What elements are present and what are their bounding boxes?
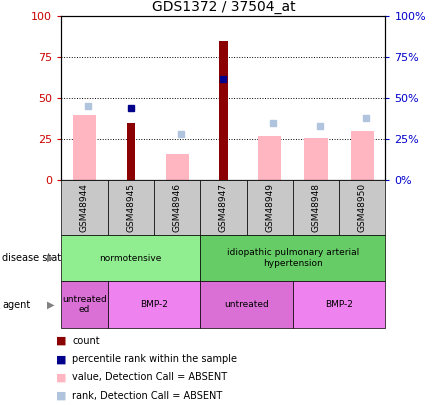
Text: GSM48948: GSM48948 xyxy=(311,183,321,232)
Text: GSM48949: GSM48949 xyxy=(265,183,274,232)
Text: GSM48945: GSM48945 xyxy=(126,183,135,232)
Text: BMP-2: BMP-2 xyxy=(325,300,353,309)
Bar xyxy=(351,131,374,180)
Text: GSM48947: GSM48947 xyxy=(219,183,228,232)
Text: ■: ■ xyxy=(56,354,67,364)
Text: rank, Detection Call = ABSENT: rank, Detection Call = ABSENT xyxy=(72,391,223,401)
Text: ▶: ▶ xyxy=(46,300,54,310)
Bar xyxy=(258,136,281,180)
Text: BMP-2: BMP-2 xyxy=(140,300,168,309)
Text: ■: ■ xyxy=(56,391,67,401)
Text: value, Detection Call = ABSENT: value, Detection Call = ABSENT xyxy=(72,373,227,382)
Title: GDS1372 / 37504_at: GDS1372 / 37504_at xyxy=(152,0,295,14)
Text: untreated
ed: untreated ed xyxy=(62,295,107,314)
Text: ▶: ▶ xyxy=(46,253,54,263)
Text: percentile rank within the sample: percentile rank within the sample xyxy=(72,354,237,364)
Text: GSM48946: GSM48946 xyxy=(173,183,182,232)
Text: untreated: untreated xyxy=(224,300,269,309)
Text: ■: ■ xyxy=(56,373,67,382)
Text: normotensive: normotensive xyxy=(99,254,162,263)
Text: disease state: disease state xyxy=(2,253,67,263)
Text: GSM48944: GSM48944 xyxy=(80,183,89,232)
Text: idiopathic pulmonary arterial
hypertension: idiopathic pulmonary arterial hypertensi… xyxy=(227,249,359,268)
Text: agent: agent xyxy=(2,300,30,310)
Text: ■: ■ xyxy=(56,336,67,346)
Text: GSM48950: GSM48950 xyxy=(358,183,367,232)
Bar xyxy=(166,154,189,180)
Bar xyxy=(73,115,96,180)
Bar xyxy=(219,41,228,180)
Bar xyxy=(127,123,135,180)
Bar xyxy=(304,138,328,180)
Text: count: count xyxy=(72,336,100,346)
